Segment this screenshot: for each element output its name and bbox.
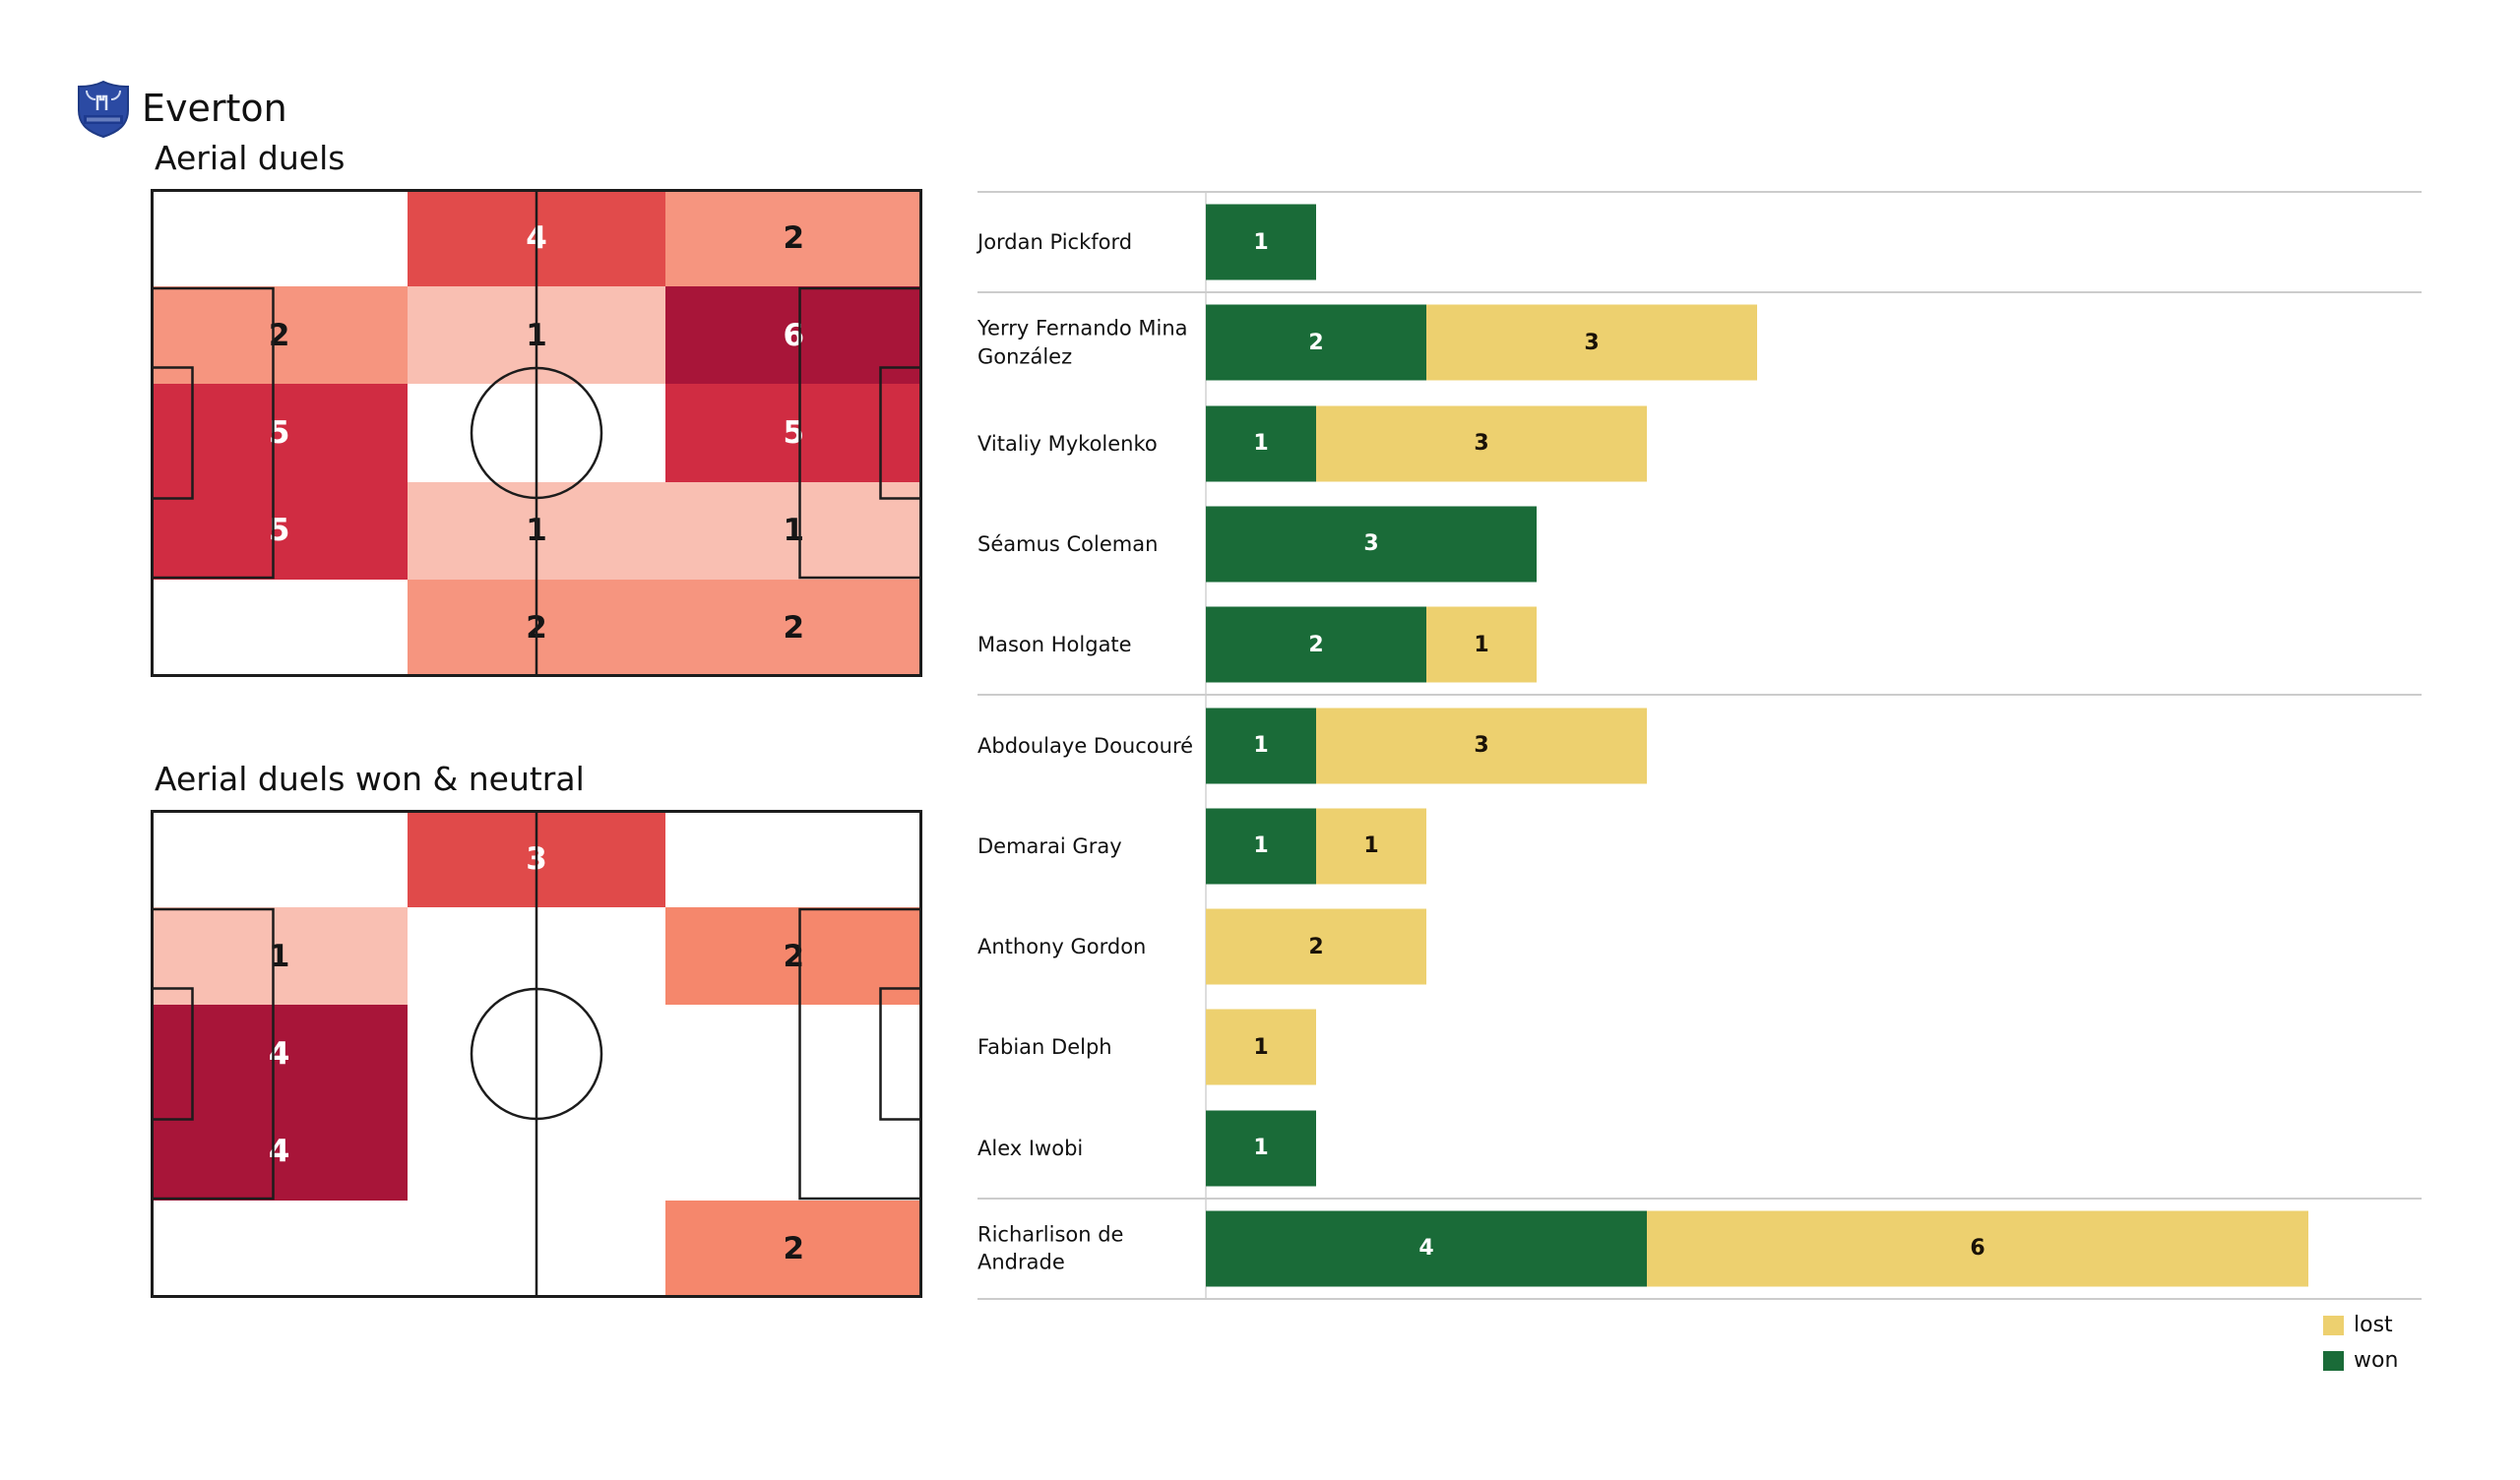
player-name-label: Mason Holgate xyxy=(977,633,1132,657)
player-name-label: Abdoulaye Doucouré xyxy=(977,733,1194,758)
bar-segment-value: 1 xyxy=(1253,1136,1269,1161)
player-name-label: Anthony Gordon xyxy=(977,934,1147,958)
pitch-markings-icon xyxy=(151,189,922,677)
legend-label-lost: lost xyxy=(2354,1313,2393,1337)
group-separator-line xyxy=(977,1197,2422,1200)
lost-swatch-icon xyxy=(2323,1315,2344,1335)
bar-segment-value: 1 xyxy=(1253,431,1269,457)
bar-segment-lost: 3 xyxy=(1316,405,1647,482)
bar-segment-value: 2 xyxy=(1308,632,1324,657)
bar-segment-value: 2 xyxy=(1308,934,1324,959)
bar-segment-won: 3 xyxy=(1206,506,1537,583)
bar-segment-won: 4 xyxy=(1206,1210,1647,1287)
legend-label-won: won xyxy=(2354,1348,2399,1373)
bar-segment-value: 1 xyxy=(1253,833,1269,859)
bar-segment-value: 6 xyxy=(1970,1236,1985,1262)
bar-segment-value: 3 xyxy=(1363,531,1379,557)
group-separator-line xyxy=(977,1298,2422,1300)
player-name-label: Yerry Fernando Mina González xyxy=(977,317,1188,369)
heatmap2-title: Aerial duels won & neutral xyxy=(155,760,585,798)
bar-segment-value: 1 xyxy=(1253,733,1269,758)
bar-segment-lost: 3 xyxy=(1426,304,1757,381)
bar-segment-lost: 2 xyxy=(1206,908,1426,985)
group-separator-line xyxy=(977,291,2422,294)
won-swatch-icon xyxy=(2323,1350,2344,1371)
heat-zone xyxy=(664,1200,922,1298)
bar-segment-value: 3 xyxy=(1584,330,1600,355)
player-name-label: Richarlison de Andrade xyxy=(977,1222,1124,1274)
bar-segment-won: 1 xyxy=(1206,204,1316,280)
heat-zone xyxy=(664,579,922,677)
legend-entry-won: won xyxy=(2323,1348,2398,1373)
bar-segment-won: 1 xyxy=(1206,405,1316,482)
bar-segment-value: 3 xyxy=(1474,431,1489,457)
heat-zone-value: 2 xyxy=(783,219,805,256)
group-separator-line xyxy=(977,694,2422,697)
bar-segment-value: 3 xyxy=(1474,733,1489,758)
heatmap1-title: Aerial duels xyxy=(155,139,346,177)
bar-segment-lost: 1 xyxy=(1316,808,1426,885)
bar-segment-won: 1 xyxy=(1206,708,1316,783)
player-name-label: Fabian Delph xyxy=(977,1035,1112,1060)
bar-segment-won: 1 xyxy=(1206,808,1316,885)
bar-segment-won: 2 xyxy=(1206,606,1426,683)
player-name-label: Séamus Coleman xyxy=(977,531,1159,556)
pitch-markings-icon xyxy=(151,810,922,1298)
bar-segment-value: 1 xyxy=(1253,1034,1269,1060)
legend-entry-lost: lost xyxy=(2323,1313,2398,1337)
bar-segment-lost: 1 xyxy=(1426,606,1537,683)
heat-zone-value: 2 xyxy=(783,610,805,647)
chart-legend: lost won xyxy=(2323,1313,2398,1384)
heat-zone xyxy=(664,189,922,287)
club-header: Everton xyxy=(77,81,287,138)
heat-zone-value: 2 xyxy=(783,1231,805,1267)
player-name-label: Demarai Gray xyxy=(977,833,1122,858)
bar-segment-value: 1 xyxy=(1253,229,1269,255)
player-name-label: Jordan Pickford xyxy=(977,229,1133,254)
bar-segment-lost: 3 xyxy=(1316,708,1647,783)
bar-segment-value: 1 xyxy=(1363,833,1379,859)
player-name-label: Alex Iwobi xyxy=(977,1136,1084,1160)
bar-segment-lost: 1 xyxy=(1206,1009,1316,1085)
group-separator-line xyxy=(977,191,2422,193)
bar-segment-value: 2 xyxy=(1308,330,1324,355)
bar-segment-won: 2 xyxy=(1206,304,1426,381)
bar-segment-value: 4 xyxy=(1418,1236,1434,1262)
club-title: Everton xyxy=(142,87,287,131)
bar-segment-value: 1 xyxy=(1474,632,1489,657)
player-name-label: Vitaliy Mykolenko xyxy=(977,431,1158,456)
everton-crest-icon xyxy=(78,81,129,138)
bar-segment-lost: 6 xyxy=(1647,1210,2308,1287)
bar-segment-won: 1 xyxy=(1206,1110,1316,1187)
